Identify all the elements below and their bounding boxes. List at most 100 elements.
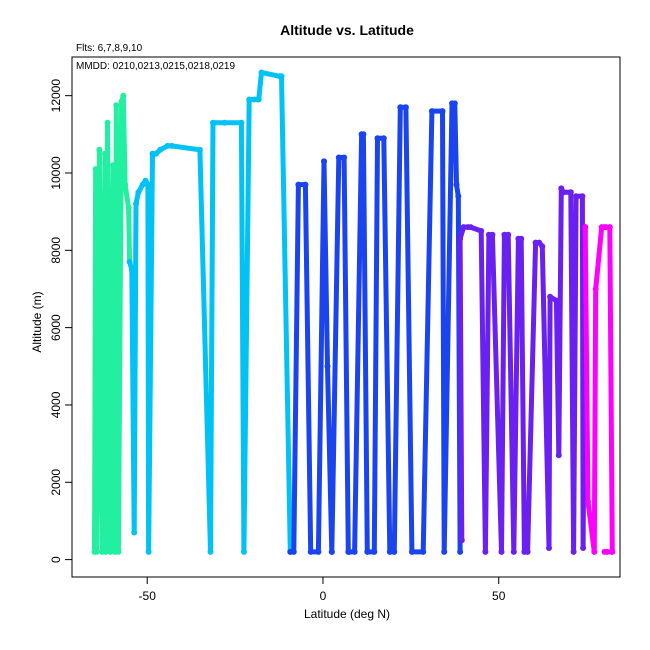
series-3-point [391, 548, 398, 555]
series-4-point [458, 537, 465, 544]
series-3-point [386, 548, 393, 555]
series-4-point [467, 224, 474, 231]
series-4-point [580, 545, 587, 551]
series-4-point [460, 224, 467, 231]
series-2-point [238, 119, 245, 126]
series-line-2 [127, 70, 293, 555]
series-2-point [126, 258, 133, 265]
series-3-point [307, 548, 314, 555]
x-axis-label: Latitude (deg N) [304, 607, 390, 621]
series-2-point [207, 548, 214, 555]
series-2-point [145, 548, 152, 555]
series-4-point [510, 548, 517, 555]
series-3-point [328, 548, 335, 555]
series-3-point [335, 154, 342, 161]
flights-annotation: Flts: 6,7,8,9,10 [76, 43, 143, 54]
series-3-point [420, 548, 427, 555]
series-3-point [371, 548, 378, 555]
series-3-point [351, 548, 358, 555]
plot-frame [71, 56, 621, 578]
series-1-point [104, 119, 111, 126]
series-1-point [93, 548, 100, 555]
series-2-point [258, 69, 265, 76]
series-2-point [131, 529, 138, 536]
dates-annotation: MMDD: 0210,0213,0215,0218,0219 [76, 61, 235, 72]
series-5-point [592, 286, 599, 292]
y-tick-label: 8000 [49, 237, 63, 264]
series-2-point [164, 142, 171, 149]
series-1-point [120, 92, 127, 99]
series-3-point [408, 548, 415, 555]
x-tick-label: -50 [139, 589, 157, 603]
series-5-point [582, 224, 589, 231]
series-2-point [128, 266, 135, 273]
series-4-point [489, 231, 496, 238]
series-1-point [102, 548, 109, 555]
series-3-point [346, 548, 353, 555]
x-tick-label: 50 [492, 589, 506, 603]
series-5-point [591, 548, 598, 555]
series-1-point [102, 150, 108, 157]
series-2-point [210, 119, 216, 126]
series-2-point [133, 200, 139, 207]
series-3-point [360, 131, 367, 138]
series-1-point [122, 181, 129, 188]
series-1-point [125, 204, 132, 211]
series-3-point [428, 108, 435, 115]
series-1-point [107, 548, 114, 555]
series-2-point [135, 189, 142, 196]
series-4-point [546, 545, 552, 551]
series-5-point [606, 224, 613, 231]
series-1-point [96, 146, 103, 153]
series-line-4 [457, 185, 588, 555]
series-layer [91, 69, 616, 555]
series-2-point [240, 548, 247, 555]
y-axis-label: Altitude (m) [30, 291, 44, 352]
y-tick-label: 4000 [49, 391, 63, 418]
series-2-point [196, 146, 203, 153]
series-2-point [246, 96, 253, 103]
series-4-point [567, 189, 574, 196]
series-2-point [153, 150, 159, 157]
series-2-point [251, 96, 258, 103]
axes-layer: -50 0 50 0 2000 4000 6000 8000 10000 12000 [49, 79, 506, 603]
series-1-point [110, 162, 117, 169]
series-4-point [553, 297, 560, 304]
y-tick-label: 6000 [49, 314, 63, 341]
series-2-point [255, 96, 262, 103]
series-4-point [547, 293, 554, 300]
series-4-point [498, 548, 505, 555]
series-3-point [321, 158, 327, 165]
series-3-point [457, 548, 464, 555]
series-4-point [482, 548, 489, 555]
series-3-point [315, 548, 322, 555]
series-4-point [579, 193, 586, 200]
series-2-point [221, 119, 228, 126]
series-3-point [455, 193, 462, 200]
series-3-point [324, 363, 331, 370]
series-4-point [555, 452, 562, 459]
series-2-point [157, 146, 164, 153]
y-tick-label: 10000 [49, 156, 63, 190]
series-3-point [380, 135, 387, 142]
y-tick-label: 2000 [49, 469, 63, 496]
chart-title: Altitude vs. Latitude [280, 22, 414, 38]
series-4-point [570, 548, 577, 555]
series-2-point [278, 73, 285, 80]
series-2-point [144, 181, 151, 188]
x-tick-label: 0 [320, 589, 327, 603]
series-3-point [439, 108, 446, 115]
series-5-point [601, 548, 608, 555]
series-line-1 [92, 93, 133, 555]
series-1-point [115, 548, 122, 555]
series-5-point [585, 498, 591, 505]
series-5-point [609, 548, 616, 555]
y-tick-label: 0 [49, 556, 63, 563]
series-1-point [113, 102, 120, 109]
series-4-point [505, 231, 512, 238]
series-4-point [457, 235, 464, 242]
series-3-point [341, 154, 348, 161]
series-4-point [478, 228, 485, 234]
series-3-point [397, 104, 404, 111]
